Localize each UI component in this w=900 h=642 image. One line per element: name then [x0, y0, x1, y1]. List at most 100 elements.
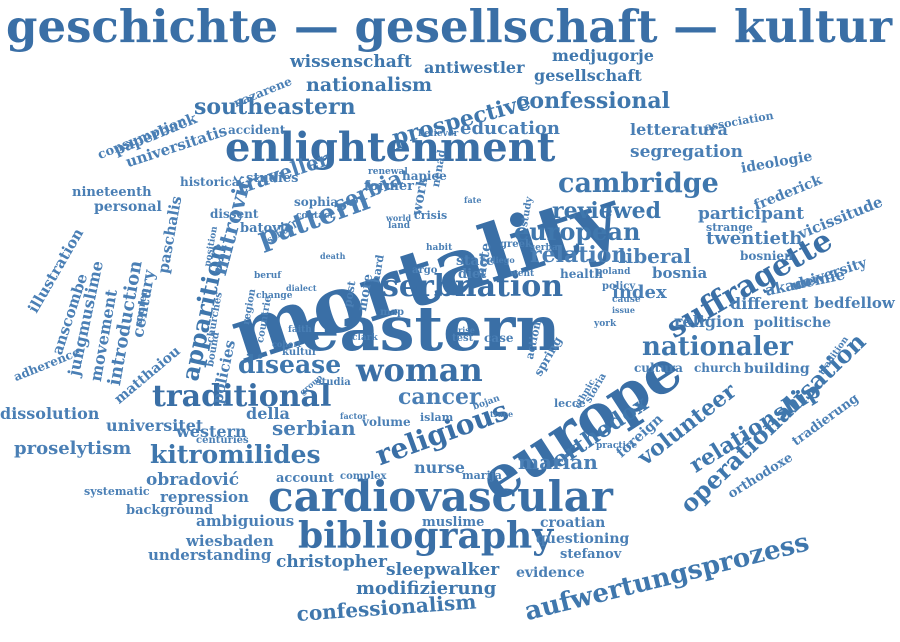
cloud-word: faith	[288, 325, 312, 335]
cloud-word: hapiee	[402, 169, 447, 183]
cloud-word: policy	[602, 281, 636, 292]
cloud-word: argo	[412, 265, 438, 276]
cloud-word: centuries	[196, 435, 249, 446]
cloud-word: studies	[246, 171, 299, 186]
cloud-word: religion	[674, 312, 745, 331]
cloud-word: woman	[356, 351, 483, 389]
cloud-word: participant	[698, 204, 805, 224]
cloud-word: contact	[296, 211, 334, 221]
cloud-word: dialect	[286, 283, 317, 293]
cloud-word: serbian	[272, 416, 356, 440]
cloud-word: trace	[490, 409, 514, 419]
cloud-word: association	[703, 108, 775, 134]
cloud-word: traditional	[152, 379, 332, 414]
cloud-word: lecce	[554, 397, 586, 410]
cloud-word: habit	[426, 243, 453, 253]
cloud-word: crisis	[414, 209, 448, 222]
cloud-word: medjugorje	[552, 46, 654, 65]
cloud-word: marija	[462, 469, 502, 482]
cloud-word: death	[320, 251, 346, 261]
cloud-word: wiesbaden	[186, 532, 274, 550]
cloud-word: account	[276, 471, 334, 486]
cloud-word: bibliography	[298, 515, 554, 557]
cloud-word: background	[126, 503, 214, 518]
cloud-word: della	[246, 404, 290, 423]
cloud-word: segregation	[630, 142, 743, 162]
cloud-word: antiwestler	[424, 58, 525, 77]
cloud-word: former	[364, 179, 414, 194]
cloud-word: personal	[94, 199, 162, 215]
cloud-word: cultura	[634, 361, 683, 375]
cloud-word: historica	[180, 175, 240, 189]
cloud-word: wissenschaft	[290, 52, 412, 72]
cloud-word: education	[460, 118, 560, 139]
cloud-word: questioning	[536, 531, 630, 547]
cloud-word: york	[594, 319, 617, 329]
cloud-word: health	[560, 267, 603, 281]
cloud-word: serbnation	[382, 269, 564, 304]
cloud-word: gesellschaft	[534, 66, 642, 85]
cloud-word: map	[380, 307, 405, 318]
cloud-word: change	[256, 291, 293, 301]
cloud-word: believer	[418, 129, 459, 139]
cloud-word: practice	[596, 441, 638, 451]
cloud-word: christopher	[276, 552, 387, 572]
cloud-word: disease	[238, 350, 342, 379]
cloud-word: eastern	[300, 292, 561, 365]
cloud-word: cambridge	[558, 168, 719, 199]
cloud-word: sleepwalker	[386, 560, 500, 580]
cloud-word: croatian	[540, 515, 606, 531]
cloud-word: diego	[490, 255, 515, 265]
cloud-word: bosnia	[652, 264, 708, 282]
cloud-word: sophia	[294, 195, 339, 209]
cloud-word: relation	[530, 242, 628, 268]
cloud-word: evidence	[516, 565, 585, 581]
cloud-word: twentieth	[706, 228, 803, 249]
cloud-word: poland	[596, 267, 631, 277]
cloud-word: proselytism	[14, 438, 132, 459]
cloud-word: batović	[240, 221, 293, 236]
cloud-word: kultur	[282, 347, 318, 358]
cloud-word: bosnien	[740, 249, 793, 263]
cloud-word: cardiovascular	[268, 472, 613, 521]
cloud-word: obradović	[146, 470, 240, 490]
cloud-word: repression	[160, 488, 249, 506]
cloud-word: systematic	[84, 485, 150, 498]
cloud-word: studia	[316, 377, 351, 388]
cloud-word: muslime	[422, 515, 485, 530]
cloud-word: western	[176, 422, 247, 441]
cloud-word: understanding	[148, 546, 272, 564]
cloud-word: nurse	[414, 458, 465, 477]
cloud-word: dissolution	[0, 404, 100, 423]
cloud-word: beruf	[254, 271, 282, 281]
cloud-word: renewal	[368, 167, 408, 177]
cloud-word: islam	[420, 411, 454, 424]
cloud-word: diet	[458, 267, 487, 282]
cloud-word: cohort	[272, 339, 302, 349]
cloud-word: different	[730, 294, 809, 313]
cloud-word: enlightenment	[225, 124, 556, 171]
cloud-word: dissent	[210, 207, 259, 221]
cloud-word: liberal	[618, 244, 691, 268]
cloud-word: marian	[518, 450, 598, 474]
cloud-word: kitromilides	[150, 440, 321, 469]
cloud-word: factor	[340, 411, 367, 421]
cloud-word: issue	[612, 305, 635, 315]
cloud-word: vicissitude	[795, 192, 886, 243]
cloud-word: ambiguious	[196, 512, 295, 530]
cloud-word: went	[510, 269, 535, 279]
cloud-word: volume	[362, 415, 411, 429]
cloud-word: accident	[228, 123, 286, 137]
cloud-title: geschichte — gesellschaft — kultur	[6, 0, 893, 53]
cloud-word: letteratura	[630, 120, 728, 139]
cloud-word: nationaler	[642, 332, 793, 362]
cloud-word: cause	[612, 295, 641, 305]
cloud-word: test	[452, 333, 474, 344]
cloud-word: politische	[754, 315, 832, 331]
cloud-word: building	[744, 361, 810, 377]
cloud-word: universitet	[106, 416, 204, 435]
cloud-word: state	[456, 253, 495, 269]
cloud-word: strange	[706, 221, 753, 234]
cloud-word: ideologie	[739, 148, 814, 177]
